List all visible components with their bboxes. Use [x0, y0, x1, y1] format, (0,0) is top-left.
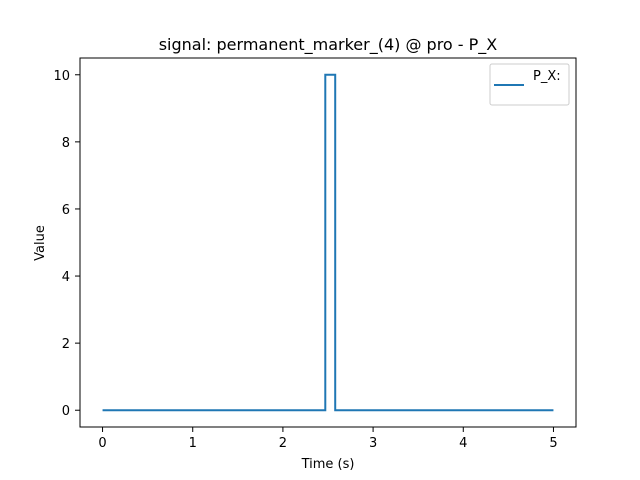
x-tick-label: 4	[459, 436, 467, 451]
x-tick-label: 2	[279, 436, 287, 451]
x-axis: 0 1 2 3 4 5	[98, 427, 558, 451]
x-axis-label: Time (s)	[301, 457, 355, 472]
x-tick-label: 3	[369, 436, 377, 451]
y-tick-label: 0	[62, 404, 70, 419]
series-layer	[102, 73, 554, 412]
plot-frame	[79, 57, 577, 428]
y-tick-label: 8	[62, 136, 70, 151]
y-tick-label: 10	[53, 69, 70, 84]
plot-area	[79, 57, 577, 428]
y-axis: 0 2 4 6 8 10	[53, 69, 80, 419]
x-tick-label: 0	[98, 436, 106, 451]
y-tick-label: 2	[62, 337, 70, 352]
legend-label-p-x: P_X:	[533, 69, 561, 84]
x-tick-label: 5	[549, 436, 557, 451]
x-tick-label: 1	[189, 436, 197, 451]
legend: P_X:	[489, 63, 570, 106]
legend-box	[489, 63, 570, 106]
series-line-p-x	[102, 73, 554, 412]
y-tick-label: 4	[62, 270, 70, 285]
y-tick-label: 6	[62, 203, 70, 218]
chart-title: signal: permanent_marker_(4) @ pro - P_X	[159, 35, 498, 55]
y-axis-label: Value	[33, 225, 48, 261]
